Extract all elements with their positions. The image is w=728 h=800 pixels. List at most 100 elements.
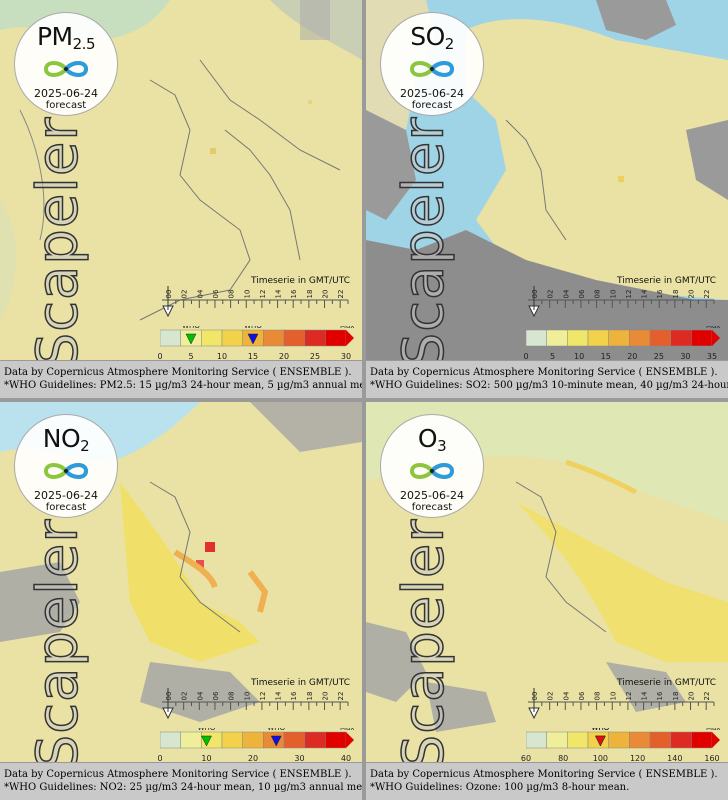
- panel-pm25: PM2.5 2025-06-24 forecast Scapeler Times…: [0, 0, 362, 398]
- forecast-date: 2025-06-24: [34, 87, 98, 100]
- color-scale: Max WHO WHO: [160, 728, 354, 749]
- scale-max-arrow-icon: [346, 732, 354, 748]
- attribution-footer: Data by Copernicus Atmosphere Monitoring…: [366, 360, 728, 398]
- timeline-hour-label: 02: [547, 290, 555, 299]
- color-scale-ticks: 0 5 10 15 20 25 30 35: [523, 352, 717, 361]
- timeline-axis[interactable]: 00 02 04 06 08 10 12 14 16 18 20 22: [162, 688, 354, 724]
- color-scale-tick-label: 20: [279, 352, 289, 361]
- timeline-hour-label: 12: [259, 692, 267, 701]
- timeline-hour-label: 08: [594, 692, 602, 701]
- timeline-cursor-icon[interactable]: [528, 688, 540, 720]
- color-scale-swatch: [242, 731, 264, 749]
- who-guideline-marker-icon: [594, 735, 606, 747]
- color-scale-tick-label: 25: [310, 352, 320, 361]
- color-scale-tick-label: 15: [248, 352, 258, 361]
- color-scale: Max WHO WHO: [160, 326, 354, 347]
- color-scale-swatch: [691, 731, 713, 749]
- brand-watermark: Scapeler: [25, 518, 92, 771]
- color-scale-swatch: [587, 329, 609, 347]
- timeline-hour-label: 14: [641, 289, 649, 298]
- color-scale-swatch: [283, 731, 305, 749]
- timeline-hour-label: 22: [337, 290, 345, 299]
- logo-badge: PM2.5 2025-06-24 forecast: [14, 12, 118, 116]
- color-scale-swatch: [629, 329, 651, 347]
- color-scale-swatch: [160, 731, 181, 749]
- who-marker-label: WHO: [182, 326, 200, 330]
- who-guideline-marker-icon: [201, 735, 212, 747]
- who-guideline-text: *WHO Guidelines: PM2.5: 15 µg/m3 24-hour…: [4, 380, 362, 391]
- timeline-hour-label: 06: [212, 289, 220, 298]
- timeline-hour-label: 18: [306, 290, 314, 299]
- color-scale-swatch: [608, 731, 630, 749]
- timeline-hour-label: 20: [322, 290, 330, 299]
- who-guideline-text: *WHO Guidelines: NO2: 25 µg/m3 24-hour m…: [4, 782, 362, 793]
- scale-max-arrow-icon: [346, 330, 354, 346]
- timeline-hour-label: 10: [243, 692, 251, 701]
- timeline-hour-label: 00: [165, 692, 173, 701]
- logo-badge: O3 2025-06-24 forecast: [380, 414, 484, 518]
- color-scale-tick-label: 20: [627, 352, 637, 361]
- who-marker-label: WHO: [244, 326, 262, 330]
- who-guideline-marker-icon: [247, 333, 259, 345]
- who-guideline-text: *WHO Guidelines: Ozone: 100 µg/m3 8-hour…: [370, 782, 630, 793]
- color-scale-swatch: [670, 329, 692, 347]
- color-scale-tick-label: 120: [630, 754, 645, 763]
- pollutant-label: SO2: [410, 22, 454, 54]
- timeline-label: Timeserie in GMT/UTC: [250, 276, 350, 286]
- timeline-hour-label: 22: [703, 692, 711, 701]
- color-scale-swatch: [283, 329, 305, 347]
- color-scale-tick-label: 60: [521, 754, 531, 763]
- timeline-hour-label: 02: [181, 290, 189, 299]
- timeline-hour-label: 10: [243, 290, 251, 299]
- color-scale-swatch: [304, 731, 326, 749]
- color-scale-swatch: [201, 329, 223, 347]
- color-scale-swatch: [670, 731, 692, 749]
- brand-watermark: Scapeler: [25, 116, 92, 369]
- timeline-hour-label: 00: [165, 290, 173, 299]
- timeline-hour-label: 04: [196, 289, 204, 298]
- scale-max-label: Max: [340, 326, 354, 330]
- infinity-logo-icon: [43, 463, 89, 479]
- timeline-hour-label: 00: [531, 692, 539, 701]
- data-source-text: Data by Copernicus Atmosphere Monitoring…: [370, 367, 718, 378]
- color-scale-tick-label: 0: [523, 352, 528, 361]
- color-scale-swatch: [526, 731, 547, 749]
- color-scale-swatch: [263, 329, 285, 347]
- timeline-hour-label: 08: [594, 290, 602, 299]
- timeline-hour-label: 22: [703, 290, 711, 299]
- attribution-footer: Data by Copernicus Atmosphere Monitoring…: [366, 762, 728, 800]
- timeline-hour-label: 08: [228, 290, 236, 299]
- timeline-hour-label: 16: [290, 691, 298, 700]
- color-scale-tick-label: 0: [157, 754, 162, 763]
- color-scale-tick-label: 80: [558, 754, 568, 763]
- color-scale-tick-label: 15: [601, 352, 611, 361]
- timeline-cursor-icon[interactable]: [528, 286, 540, 318]
- timeline-label: Timeserie in GMT/UTC: [250, 678, 350, 688]
- timeline-cursor-icon[interactable]: [162, 286, 174, 318]
- scale-max-label: Max: [340, 728, 354, 732]
- data-source-text: Data by Copernicus Atmosphere Monitoring…: [4, 367, 352, 378]
- scale-max-label: Max: [706, 728, 720, 732]
- timeline-cursor-icon[interactable]: [162, 688, 174, 720]
- color-scale-tick-label: 35: [707, 352, 717, 361]
- color-scale-tick-label: 30: [341, 352, 351, 361]
- color-scale-ticks: 60 80 100 120 140 160: [521, 754, 720, 763]
- timeline-hour-label: 14: [275, 289, 283, 298]
- who-guideline-marker-icon: [185, 333, 197, 345]
- timeline-axis[interactable]: 00 02 04 06 08 10 12 14 16 18 20 22: [528, 286, 720, 322]
- color-scale-tick-label: 30: [680, 352, 690, 361]
- pollutant-label: PM2.5: [36, 22, 96, 54]
- timeline-hour-label: 18: [672, 290, 680, 299]
- timeline-hour-label: 18: [306, 692, 314, 701]
- timeline-axis[interactable]: 00 02 04 06 08 10 12 14 16 18 20 22: [528, 688, 720, 724]
- color-scale-swatch: [608, 329, 630, 347]
- forecast-label: forecast: [411, 100, 453, 111]
- color-scale-swatch: [567, 731, 589, 749]
- timeline-hour-label: 16: [290, 289, 298, 298]
- timeline-axis[interactable]: 00 02 04 06 08 10 12 14 16 18 20 22: [162, 286, 354, 322]
- brand-watermark: Scapeler: [391, 518, 458, 771]
- color-scale-tick-label: 25: [654, 352, 664, 361]
- color-scale-swatch: [649, 731, 671, 749]
- who-guideline-text: *WHO Guidelines: SO2: 500 µg/m3 10-minut…: [370, 380, 728, 391]
